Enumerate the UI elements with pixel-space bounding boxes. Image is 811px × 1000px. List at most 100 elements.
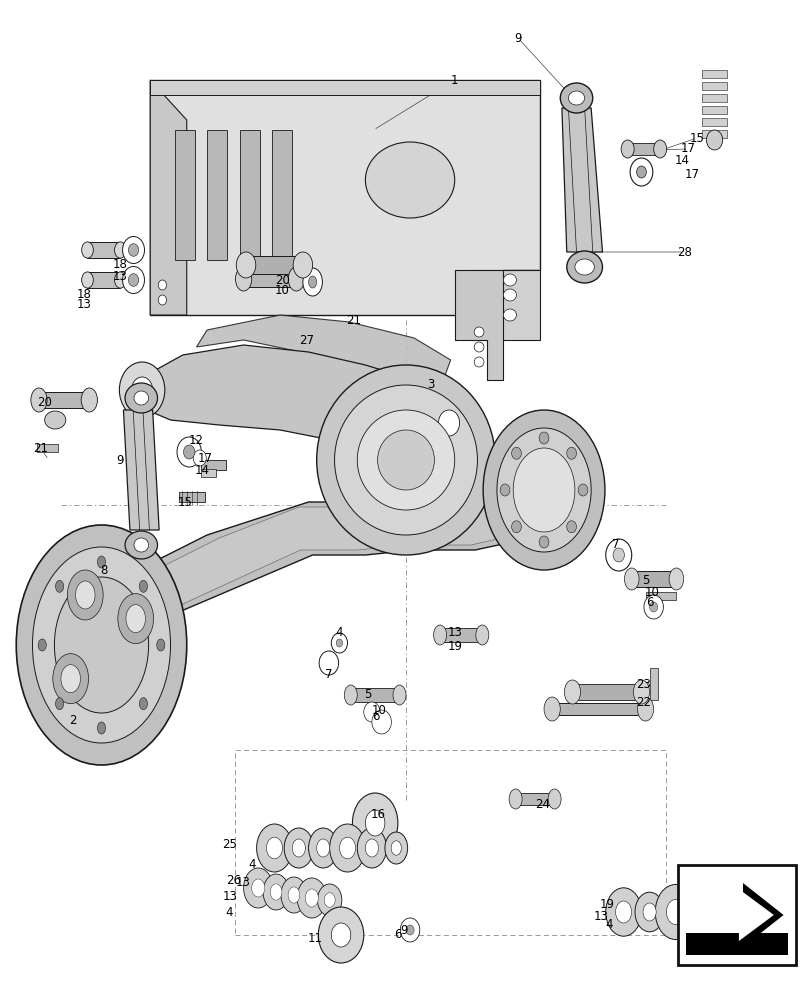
Ellipse shape: [303, 268, 322, 296]
Ellipse shape: [474, 357, 483, 367]
Text: 19: 19: [448, 640, 462, 652]
Ellipse shape: [634, 892, 663, 932]
Ellipse shape: [281, 877, 307, 913]
Text: 21: 21: [33, 442, 48, 454]
Ellipse shape: [612, 548, 624, 562]
Ellipse shape: [400, 918, 419, 942]
Bar: [627, 143, 659, 155]
Ellipse shape: [158, 280, 166, 290]
Ellipse shape: [331, 633, 347, 653]
Ellipse shape: [119, 362, 165, 418]
Text: 8: 8: [100, 564, 108, 576]
Text: 7: 7: [324, 668, 333, 682]
Ellipse shape: [81, 388, 97, 412]
Text: 9: 9: [513, 31, 521, 44]
Bar: [702, 70, 726, 78]
Ellipse shape: [391, 841, 401, 855]
Ellipse shape: [75, 581, 95, 609]
Ellipse shape: [97, 722, 105, 734]
Bar: [515, 793, 554, 805]
Ellipse shape: [305, 889, 318, 907]
Ellipse shape: [377, 430, 434, 490]
Ellipse shape: [503, 274, 516, 286]
Text: 4: 4: [335, 626, 343, 639]
Ellipse shape: [566, 521, 576, 533]
Ellipse shape: [32, 547, 170, 743]
Ellipse shape: [317, 884, 341, 916]
Ellipse shape: [235, 267, 251, 291]
Text: 1: 1: [450, 74, 458, 87]
Ellipse shape: [53, 654, 88, 704]
Bar: [677, 865, 795, 965]
Ellipse shape: [55, 580, 63, 592]
Ellipse shape: [357, 410, 454, 510]
Ellipse shape: [629, 158, 652, 186]
Polygon shape: [81, 480, 600, 645]
Ellipse shape: [251, 879, 264, 897]
Bar: [201, 460, 225, 470]
Ellipse shape: [483, 410, 604, 570]
Text: 12: 12: [189, 434, 204, 446]
Bar: [272, 130, 292, 260]
Bar: [649, 668, 657, 700]
Text: 5: 5: [641, 574, 649, 586]
Ellipse shape: [308, 828, 337, 868]
Ellipse shape: [511, 447, 521, 459]
Ellipse shape: [560, 83, 592, 113]
Polygon shape: [470, 270, 539, 340]
Ellipse shape: [393, 685, 406, 705]
Ellipse shape: [177, 437, 201, 467]
Text: 7: 7: [611, 538, 619, 552]
Bar: [702, 106, 726, 114]
Ellipse shape: [97, 556, 105, 568]
Ellipse shape: [406, 925, 414, 935]
Text: 26: 26: [226, 874, 241, 886]
Polygon shape: [101, 487, 584, 632]
Ellipse shape: [426, 395, 471, 451]
Bar: [440, 628, 482, 642]
Ellipse shape: [82, 272, 93, 288]
Text: 6: 6: [371, 710, 380, 724]
Ellipse shape: [55, 698, 63, 710]
Text: 2: 2: [69, 714, 77, 726]
Text: 24: 24: [534, 798, 549, 812]
Ellipse shape: [605, 539, 631, 571]
Ellipse shape: [139, 580, 148, 592]
Ellipse shape: [636, 166, 646, 178]
Ellipse shape: [474, 327, 483, 337]
Text: 27: 27: [299, 334, 314, 347]
Text: 17: 17: [684, 168, 698, 182]
Ellipse shape: [508, 789, 521, 809]
Ellipse shape: [643, 595, 663, 619]
Bar: [246, 256, 303, 274]
Ellipse shape: [293, 252, 312, 278]
Text: 18: 18: [76, 288, 91, 300]
Bar: [243, 271, 296, 287]
Ellipse shape: [352, 793, 397, 853]
Ellipse shape: [128, 274, 139, 286]
Text: 15: 15: [689, 131, 703, 144]
Text: 17: 17: [198, 452, 212, 464]
Ellipse shape: [624, 568, 638, 590]
Ellipse shape: [158, 295, 166, 305]
Ellipse shape: [82, 242, 93, 258]
Text: 13: 13: [593, 910, 607, 924]
Bar: [702, 94, 726, 102]
Text: 21: 21: [345, 314, 360, 326]
Ellipse shape: [288, 887, 299, 903]
Ellipse shape: [539, 536, 548, 548]
Bar: [702, 82, 726, 90]
Ellipse shape: [266, 837, 282, 859]
Bar: [207, 130, 227, 260]
Text: 16: 16: [371, 808, 385, 822]
Bar: [174, 130, 195, 260]
Text: 10: 10: [371, 704, 386, 716]
Ellipse shape: [649, 602, 657, 612]
Text: 5: 5: [363, 688, 371, 702]
Ellipse shape: [357, 828, 386, 868]
Ellipse shape: [513, 448, 574, 532]
Ellipse shape: [318, 907, 363, 963]
Ellipse shape: [363, 702, 380, 722]
Ellipse shape: [31, 388, 47, 412]
Text: 11: 11: [307, 932, 322, 944]
